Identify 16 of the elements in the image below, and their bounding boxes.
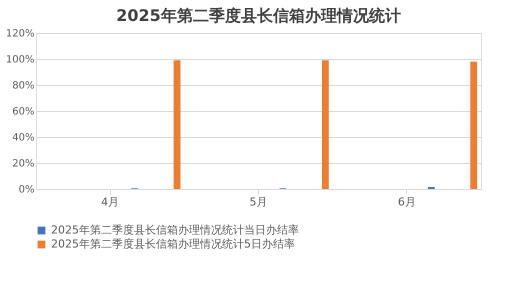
bar [174, 60, 180, 189]
y-tick-label: 100% [6, 54, 34, 66]
y-tick-label: 0% [18, 184, 34, 196]
y-tick-label: 80% [12, 80, 34, 92]
y-tick-label: 40% [12, 132, 34, 144]
x-tick-label: 4月 [101, 196, 120, 208]
bar [470, 62, 478, 189]
x-tick-label: 5月 [250, 196, 268, 208]
legend-label: 2025年第二季度县长信箱办理情况统计当日办结率 [51, 224, 299, 236]
x-tick-label: 6月 [398, 196, 416, 208]
bar [322, 60, 329, 189]
chart-title: 2025年第二季度县长信箱办理情况统计 [116, 6, 401, 25]
y-tick-label: 60% [12, 106, 34, 118]
legend-label: 2025年第二季度县长信箱办理情况统计5日办结率 [51, 238, 295, 250]
y-tick-label: 20% [12, 158, 34, 170]
y-tick-label: 120% [6, 28, 34, 40]
